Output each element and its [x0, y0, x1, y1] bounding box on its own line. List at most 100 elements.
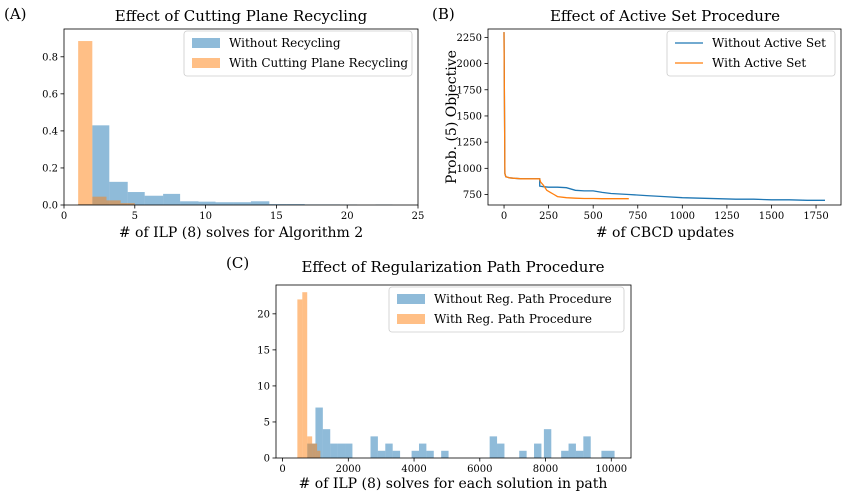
panel-label-b: (B) — [432, 5, 455, 23]
bar-c-s1-0 — [297, 299, 303, 458]
y-tick-label-c-0: 0 — [264, 454, 270, 465]
y-tick-label-a-1: 0.2 — [42, 163, 58, 174]
panel-b: (B) Effect of Active Set Procedure 0 250 5… — [432, 5, 842, 241]
bar-c-s0-7 — [377, 450, 386, 458]
legend-swatch-c-1 — [397, 314, 425, 324]
y-tick-label-b-2: 1250 — [457, 138, 482, 149]
bar-a-s0-1 — [92, 125, 110, 205]
y-tick-label-b-6: 2250 — [457, 33, 482, 44]
bar-c-s0-19 — [561, 450, 569, 458]
bar-a-s1-3 — [120, 203, 135, 205]
y-tick-label-b-3: 1500 — [457, 111, 482, 122]
legend-frame-c — [388, 286, 625, 333]
y-tick-label-b-1: 1000 — [457, 164, 482, 175]
bar-c-s0-9 — [392, 450, 401, 458]
plot-area-a: 0 5 10 15 20 25 0.0 0.2 0.4 0.6 0.8 Without Recycli… — [42, 28, 425, 222]
bar-a-s0-9 — [233, 202, 251, 205]
x-axis-label-c: # of ILP (8) solves for each solution in… — [299, 476, 608, 492]
x-tick-label-a-0: 0 — [61, 211, 67, 222]
y-tick-label-c-4: 20 — [257, 309, 270, 320]
x-tick-label-b-2: 500 — [584, 211, 603, 222]
x-tick-label-a-1: 5 — [132, 211, 138, 222]
bar-a-s1-2 — [106, 200, 121, 205]
bar-a-s0-7 — [198, 201, 216, 205]
x-tick-label-a-3: 15 — [270, 211, 283, 222]
y-tick-label-c-1: 5 — [264, 417, 270, 428]
bar-a-s0-11 — [269, 204, 287, 205]
legend-swatch-c-0 — [397, 294, 425, 304]
bar-c-s0-13 — [441, 450, 449, 458]
legend-swatch-a-0 — [192, 38, 220, 48]
series-line-b-1 — [503, 32, 629, 200]
plot-area-c: 0 2000 4000 6000 8000 10000 0 5 10 15 20 Without Re… — [257, 284, 632, 475]
legend-frame-b — [666, 30, 836, 77]
bar-a-s0-2 — [109, 181, 128, 205]
bar-a-s0-10 — [250, 201, 270, 205]
bar-c-s0-21 — [575, 450, 584, 458]
bar-c-s0-14 — [489, 436, 498, 458]
bar-c-s1-1 — [302, 292, 308, 458]
y-tick-label-b-0: 750 — [463, 190, 482, 201]
x-tick-label-c-5: 10000 — [595, 464, 627, 475]
legend-label-c-0: Without Reg. Path Procedure — [434, 292, 612, 306]
x-tick-label-b-4: 1000 — [670, 211, 695, 222]
x-tick-label-a-4: 20 — [341, 211, 354, 222]
bar-a-s0-3 — [127, 192, 145, 205]
bar-c-s1-2 — [307, 436, 313, 458]
y-tick-label-c-2: 10 — [257, 381, 270, 392]
x-tick-label-b-6: 1500 — [759, 211, 784, 222]
bar-c-s0-20 — [568, 443, 576, 458]
bar-c-s0-17 — [534, 443, 542, 458]
x-axis-label-b: # of CBCD updates — [596, 225, 734, 241]
bar-c-s1-4 — [317, 450, 321, 458]
y-tick-label-b-4: 1750 — [457, 85, 482, 96]
panel-label-a: (A) — [4, 5, 27, 23]
bar-a-s1-1 — [92, 196, 107, 205]
bar-c-s0-18 — [543, 429, 552, 458]
bar-a-s0-8 — [215, 202, 234, 205]
chart-title-a: Effect of Cutting Plane Recycling — [115, 7, 368, 25]
x-tick-label-c-4: 8000 — [533, 464, 558, 475]
bar-c-s0-16 — [519, 450, 527, 458]
bar-c-s0-22 — [583, 436, 591, 458]
chart-title-b: Effect of Active Set Procedure — [550, 7, 780, 25]
x-tick-label-c-2: 4000 — [401, 464, 426, 475]
bar-c-s0-15 — [497, 443, 505, 458]
bar-c-s0-4 — [337, 443, 346, 458]
x-axis-label-a: # of ILP (8) solves for Algorithm 2 — [119, 225, 363, 241]
legend-label-b-0: Without Active Set — [712, 36, 826, 50]
bar-c-s0-1 — [315, 407, 323, 458]
legend-frame-a — [183, 30, 413, 77]
panel-label-c: (C) — [226, 254, 249, 272]
bar-a-s1-0 — [78, 41, 93, 205]
legend-b: Without Active Set With Active Set — [666, 30, 836, 77]
plot-area-b: 0 250 500 750 1000 1250 1500 1750 750 1000 1250 150… — [457, 28, 842, 222]
legend-label-c-1: With Reg. Path Procedure — [434, 312, 592, 326]
panel-a: (A) Effect of Cutting Plane Recycling 0 5… — [4, 5, 424, 241]
bar-c-s0-6 — [370, 436, 378, 458]
y-tick-label-b-5: 2000 — [457, 59, 482, 70]
legend-a: Without Recycling With Cutting Plane Recy… — [183, 30, 413, 77]
bar-a-s0-5 — [163, 193, 181, 205]
bar-c-s0-5 — [345, 443, 353, 458]
bar-c-s1-3 — [312, 443, 318, 458]
bar-c-s0-10 — [411, 450, 419, 458]
plot-frame-c — [275, 284, 632, 459]
legend-label-a-1: With Cutting Plane Recycling — [229, 56, 408, 70]
legend-label-b-1: With Active Set — [712, 56, 806, 70]
x-tick-label-b-3: 750 — [628, 211, 647, 222]
legend-swatch-a-1 — [192, 58, 220, 68]
bar-c-s0-2 — [322, 429, 331, 458]
legend-c: Without Reg. Path Procedure With Reg. Pat… — [388, 286, 625, 333]
y-tick-label-a-0: 0.0 — [42, 201, 58, 212]
y-tick-label-a-3: 0.6 — [42, 89, 58, 100]
x-tick-label-a-5: 25 — [412, 211, 425, 222]
legend-label-a-0: Without Recycling — [229, 36, 341, 50]
y-tick-label-c-3: 15 — [257, 345, 270, 356]
x-tick-label-c-0: 0 — [279, 464, 285, 475]
y-tick-label-a-2: 0.4 — [42, 126, 58, 137]
x-tick-label-b-5: 1250 — [714, 211, 739, 222]
x-tick-label-c-1: 2000 — [336, 464, 361, 475]
x-tick-label-b-0: 0 — [501, 211, 507, 222]
